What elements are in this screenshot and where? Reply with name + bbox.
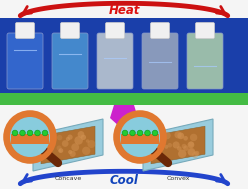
- Circle shape: [57, 146, 62, 151]
- Circle shape: [10, 117, 50, 157]
- FancyBboxPatch shape: [7, 33, 43, 89]
- Circle shape: [182, 144, 186, 149]
- Circle shape: [183, 146, 189, 151]
- Circle shape: [44, 140, 48, 144]
- Circle shape: [20, 130, 25, 136]
- Circle shape: [57, 135, 62, 140]
- Circle shape: [194, 151, 199, 156]
- FancyBboxPatch shape: [97, 33, 133, 89]
- Circle shape: [59, 148, 63, 153]
- Circle shape: [86, 139, 89, 143]
- FancyBboxPatch shape: [187, 33, 223, 89]
- FancyBboxPatch shape: [151, 22, 169, 39]
- Bar: [147, 62, 173, 85]
- Circle shape: [67, 135, 73, 140]
- Circle shape: [71, 143, 79, 151]
- Circle shape: [188, 149, 195, 156]
- Text: Concave: Concave: [54, 176, 82, 181]
- Circle shape: [68, 150, 72, 154]
- FancyBboxPatch shape: [11, 134, 49, 144]
- Polygon shape: [151, 126, 205, 164]
- Circle shape: [35, 130, 40, 136]
- Circle shape: [12, 130, 18, 136]
- Polygon shape: [143, 119, 213, 171]
- Circle shape: [48, 151, 51, 154]
- Circle shape: [81, 135, 86, 140]
- Circle shape: [6, 113, 54, 161]
- Circle shape: [163, 132, 171, 139]
- Circle shape: [74, 136, 83, 145]
- Circle shape: [164, 145, 168, 149]
- Circle shape: [153, 147, 158, 152]
- Circle shape: [27, 130, 33, 136]
- FancyBboxPatch shape: [105, 22, 124, 39]
- Polygon shape: [41, 126, 95, 164]
- Circle shape: [177, 146, 182, 151]
- Bar: [192, 66, 218, 85]
- FancyBboxPatch shape: [142, 33, 178, 89]
- Circle shape: [183, 136, 188, 141]
- FancyBboxPatch shape: [195, 22, 215, 39]
- Bar: [0, 18, 248, 105]
- Circle shape: [49, 132, 56, 139]
- Circle shape: [130, 130, 135, 136]
- Circle shape: [177, 132, 184, 139]
- Circle shape: [167, 143, 172, 148]
- Circle shape: [178, 149, 186, 158]
- Circle shape: [173, 141, 180, 149]
- Circle shape: [187, 148, 195, 156]
- Circle shape: [70, 151, 76, 157]
- Circle shape: [189, 142, 194, 147]
- FancyBboxPatch shape: [15, 22, 34, 39]
- Circle shape: [190, 134, 197, 141]
- Circle shape: [40, 141, 48, 149]
- Circle shape: [116, 113, 164, 161]
- Circle shape: [137, 130, 143, 136]
- Circle shape: [145, 130, 150, 136]
- Circle shape: [62, 140, 68, 147]
- Circle shape: [152, 130, 158, 136]
- Circle shape: [82, 147, 90, 155]
- Circle shape: [174, 131, 182, 138]
- Circle shape: [42, 130, 48, 136]
- Polygon shape: [110, 105, 138, 128]
- FancyBboxPatch shape: [52, 33, 88, 89]
- Text: Heat: Heat: [108, 4, 140, 16]
- Circle shape: [187, 141, 194, 148]
- Circle shape: [66, 137, 70, 141]
- FancyBboxPatch shape: [121, 134, 159, 144]
- Bar: [57, 54, 83, 85]
- FancyBboxPatch shape: [61, 22, 80, 39]
- Circle shape: [122, 130, 128, 136]
- Bar: [102, 58, 128, 85]
- Circle shape: [58, 149, 62, 153]
- Bar: [0, 93, 248, 105]
- Circle shape: [78, 131, 84, 138]
- Bar: [12, 50, 38, 85]
- Polygon shape: [33, 119, 103, 171]
- Circle shape: [192, 152, 198, 158]
- Text: Cool: Cool: [110, 174, 138, 187]
- Circle shape: [88, 140, 95, 148]
- Circle shape: [120, 117, 160, 157]
- Circle shape: [157, 148, 162, 153]
- Text: Convex: Convex: [166, 176, 190, 181]
